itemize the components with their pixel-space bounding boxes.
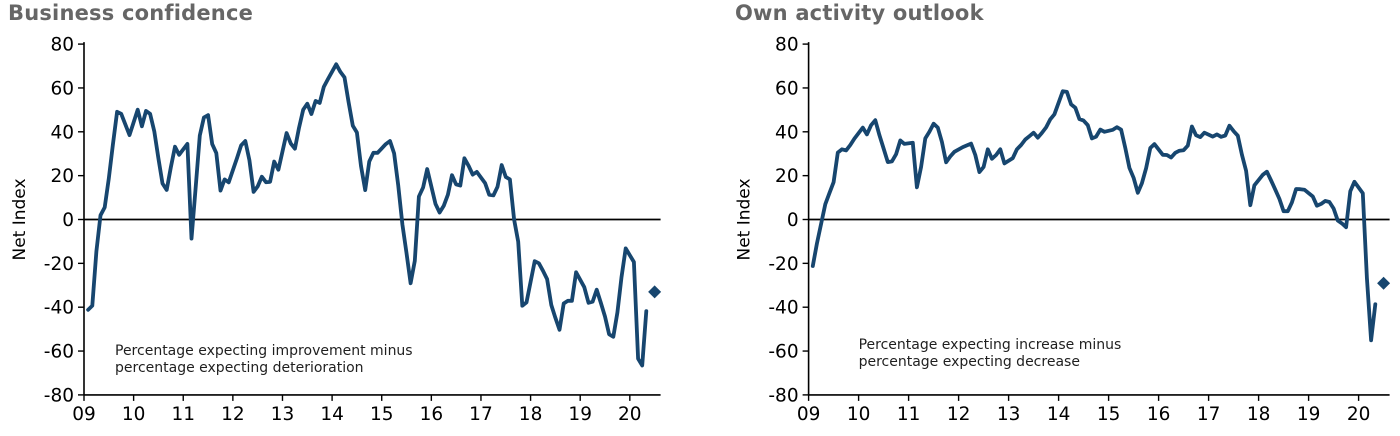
x-tick-label: 19 <box>568 404 592 425</box>
y-tick-label: -40 <box>768 298 798 319</box>
y-tick-label: 40 <box>50 122 74 143</box>
y-tick-label: 20 <box>775 166 799 187</box>
x-tick-label: 20 <box>618 404 642 425</box>
x-tick-label: 17 <box>1197 404 1221 425</box>
y-tick-label: 60 <box>50 78 74 99</box>
x-tick-label: 19 <box>1297 404 1321 425</box>
page-title: Own activity outlook <box>735 1 984 25</box>
y-axis-title: Net Index <box>10 178 30 260</box>
annotation-line: percentage expecting decrease <box>859 354 1080 370</box>
x-tick-label: 16 <box>1147 404 1171 425</box>
y-tick-label: 0 <box>787 210 799 231</box>
y-tick-label: -60 <box>44 342 74 363</box>
y-tick-label: 0 <box>62 210 74 231</box>
x-tick-label: 12 <box>221 404 245 425</box>
x-tick-label: 09 <box>72 404 96 425</box>
latest-diamond-marker <box>1377 276 1391 290</box>
series-line <box>810 89 1378 343</box>
x-tick-label: 14 <box>1047 404 1071 425</box>
y-axis-title: Net Index <box>735 178 755 260</box>
x-tick-label: 09 <box>797 404 821 425</box>
x-tick-label: 11 <box>171 404 195 425</box>
x-tick-label: 18 <box>519 404 543 425</box>
y-tick-label: 80 <box>50 36 74 56</box>
series-line <box>86 62 649 368</box>
chart-panel-business-confidence: Business confidence 80 60 40 20 0 -20 -40 -60 -8… <box>8 1 662 425</box>
x-tick-label: 17 <box>469 404 493 425</box>
x-tick-label: 13 <box>997 404 1021 425</box>
x-tick-label: 15 <box>370 404 394 425</box>
y-tick-label: -20 <box>768 254 798 275</box>
x-tick-label: 14 <box>320 404 344 425</box>
x-tick-label: 10 <box>847 404 871 425</box>
x-tick-label: 13 <box>271 404 295 425</box>
page-title: Business confidence <box>8 1 254 25</box>
latest-diamond-marker <box>648 285 662 299</box>
y-tick-label: 20 <box>50 166 74 187</box>
y-tick-label: -40 <box>44 298 74 319</box>
x-tick-label: 11 <box>897 404 921 425</box>
x-tick-label: 16 <box>420 404 444 425</box>
chart-panel-own-activity-outlook: Own activity outlook 80 60 40 20 0 -20 -40 -60 -… <box>700 0 1400 436</box>
y-tick-label: 80 <box>775 36 799 56</box>
x-tick-label: 15 <box>1097 404 1121 425</box>
y-tick-label: -80 <box>44 385 74 406</box>
annotation-line: Percentage expecting increase minus <box>859 337 1122 353</box>
x-tick-label: 12 <box>947 404 971 425</box>
y-tick-label: 60 <box>775 78 799 99</box>
y-tick-label: -20 <box>44 254 74 275</box>
annotation-line: Percentage expecting improvement minus <box>115 343 413 359</box>
y-tick-label: 40 <box>775 122 799 143</box>
y-tick-label: -80 <box>768 385 798 406</box>
x-tick-label: 18 <box>1247 404 1271 425</box>
x-tick-label: 20 <box>1347 404 1371 425</box>
x-tick-label: 10 <box>122 404 146 425</box>
y-tick-label: -60 <box>768 342 798 363</box>
annotation-line: percentage expecting deterioration <box>115 360 364 376</box>
